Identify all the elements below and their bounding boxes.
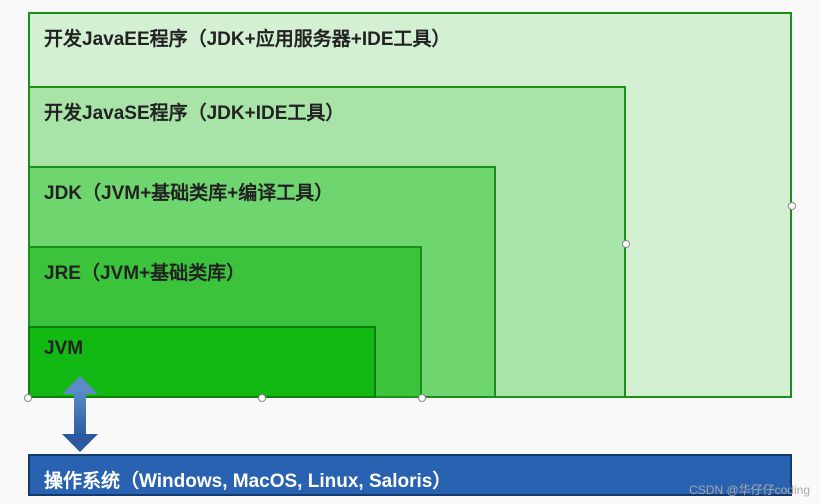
resize-handle (258, 394, 266, 402)
layer-jre-label: JRE（JVM+基础类库） (44, 258, 406, 285)
layer-jdk-label: JDK（JVM+基础类库+编译工具） (44, 178, 480, 205)
resize-handle (788, 202, 796, 210)
layer-javaee-label: 开发JavaEE程序（JDK+应用服务器+IDE工具） (44, 24, 776, 51)
layer-jvm-label: JVM (44, 338, 360, 360)
resize-handle (622, 240, 630, 248)
layer-javase-label: 开发JavaSE程序（JDK+IDE工具） (44, 98, 610, 125)
resize-handle (24, 394, 32, 402)
watermark-text: CSDN @华仔仔coding (689, 481, 810, 498)
resize-handle (418, 394, 426, 402)
layer-os-label: 操作系统（Windows, MacOS, Linux, Saloris） (44, 466, 776, 493)
layer-os: 操作系统（Windows, MacOS, Linux, Saloris） (28, 454, 792, 496)
bidirectional-arrow (60, 380, 100, 448)
diagram-container: 开发JavaEE程序（JDK+应用服务器+IDE工具） 开发JavaSE程序（J… (28, 12, 792, 492)
arrow-shaft (74, 390, 86, 438)
arrow-down-icon (62, 434, 98, 452)
